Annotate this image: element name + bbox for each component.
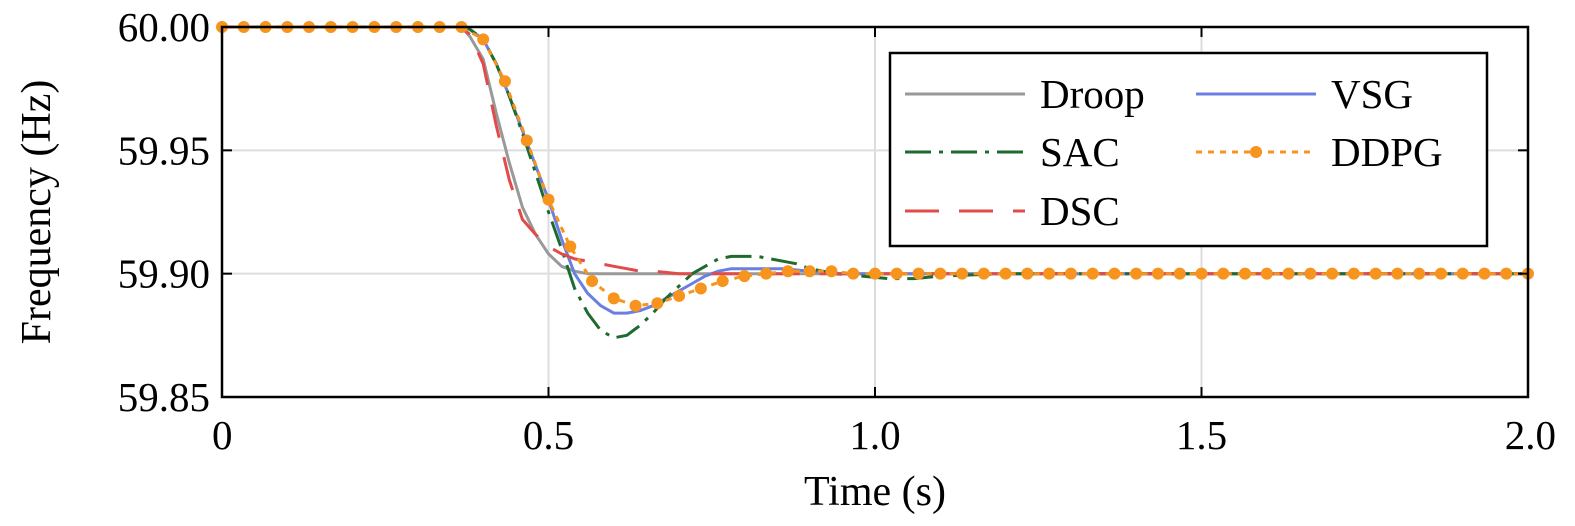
legend-item-droop: Droop	[905, 71, 1145, 117]
data-point-ddpg	[542, 193, 555, 206]
data-point-ddpg	[1369, 267, 1382, 280]
legend-item-vsg: VSG	[1196, 71, 1413, 117]
x-tick-label: 0.5	[523, 412, 574, 458]
y-axis-label: Frequency (Hz)	[14, 80, 60, 345]
x-tick-label: 1.5	[1176, 412, 1227, 458]
data-point-ddpg	[912, 267, 925, 280]
data-point-ddpg	[999, 267, 1012, 280]
data-point-ddpg	[1456, 267, 1469, 280]
data-point-ddpg	[1173, 267, 1186, 280]
data-point-ddpg	[890, 267, 903, 280]
data-point-ddpg	[956, 267, 969, 280]
data-point-ddpg	[629, 299, 642, 312]
data-point-ddpg	[1434, 267, 1447, 280]
data-point-ddpg	[1478, 267, 1491, 280]
data-point-ddpg	[716, 275, 729, 288]
data-point-ddpg	[1086, 267, 1099, 280]
data-point-ddpg	[477, 33, 490, 46]
data-point-ddpg	[498, 75, 511, 88]
legend: Droop SAC DSC VSG DDPG	[888, 51, 1489, 248]
series-line-dsc	[222, 25, 1528, 276]
data-point-ddpg	[977, 267, 990, 280]
data-point-ddpg	[847, 267, 860, 280]
x-tick-label: 2.0	[1505, 412, 1556, 458]
data-point-ddpg	[586, 275, 599, 288]
data-point-ddpg	[781, 265, 794, 278]
data-point-ddpg	[607, 292, 620, 305]
legend-label-droop: Droop	[1040, 71, 1145, 117]
legend-label-vsg: VSG	[1331, 71, 1413, 117]
data-point-ddpg	[1130, 267, 1143, 280]
legend-box	[888, 51, 1489, 248]
data-point-ddpg	[1064, 267, 1077, 280]
legend-label-ddpg: DDPG	[1331, 129, 1443, 175]
legend-item-sac: SAC	[905, 129, 1120, 175]
y-tick-label: 60.00	[118, 4, 210, 50]
x-axis-label: Time (s)	[804, 469, 946, 515]
series-dsc	[222, 25, 1528, 276]
y-tick-label: 59.85	[118, 374, 210, 420]
legend-label-sac: SAC	[1040, 129, 1120, 175]
x-tick-label: 0	[212, 412, 233, 458]
data-point-ddpg	[564, 240, 577, 253]
data-point-ddpg	[651, 297, 664, 310]
data-point-ddpg	[1282, 267, 1295, 280]
axis-ticks: 0 0.5 1.0 1.5 2.0 59.85 59.90 59.95 60.00	[118, 4, 1556, 458]
y-tick-label: 59.95	[118, 127, 210, 173]
series-sac	[222, 25, 1528, 340]
data-point-ddpg	[1151, 267, 1164, 280]
data-point-ddpg	[934, 267, 947, 280]
data-point-ddpg	[1500, 267, 1513, 280]
data-point-ddpg	[1260, 267, 1273, 280]
legend-item-dsc: DSC	[905, 188, 1120, 234]
data-point-ddpg	[694, 282, 707, 295]
y-tick-label: 59.90	[118, 251, 210, 297]
data-point-ddpg	[760, 267, 773, 280]
data-point-ddpg	[825, 265, 838, 278]
data-point-ddpg	[1326, 267, 1339, 280]
data-point-ddpg	[1021, 267, 1034, 280]
legend-marker-ddpg	[1250, 146, 1262, 158]
data-point-ddpg	[1108, 267, 1121, 280]
data-point-ddpg	[1304, 267, 1317, 280]
data-point-ddpg	[520, 134, 533, 147]
data-point-ddpg	[1195, 267, 1208, 280]
x-tick-label: 1.0	[849, 412, 900, 458]
data-point-ddpg	[1239, 267, 1252, 280]
data-point-ddpg	[738, 270, 751, 283]
data-point-ddpg	[803, 265, 816, 278]
data-point-ddpg	[1347, 267, 1360, 280]
data-point-ddpg	[673, 289, 686, 302]
series-line-sac	[222, 25, 1528, 340]
data-point-ddpg	[1043, 267, 1056, 280]
data-point-ddpg	[869, 267, 881, 280]
legend-label-dsc: DSC	[1040, 188, 1120, 234]
data-point-ddpg	[1413, 267, 1426, 280]
legend-item-ddpg: DDPG	[1196, 129, 1443, 175]
data-point-ddpg	[1391, 267, 1404, 280]
data-point-ddpg	[1217, 267, 1230, 280]
